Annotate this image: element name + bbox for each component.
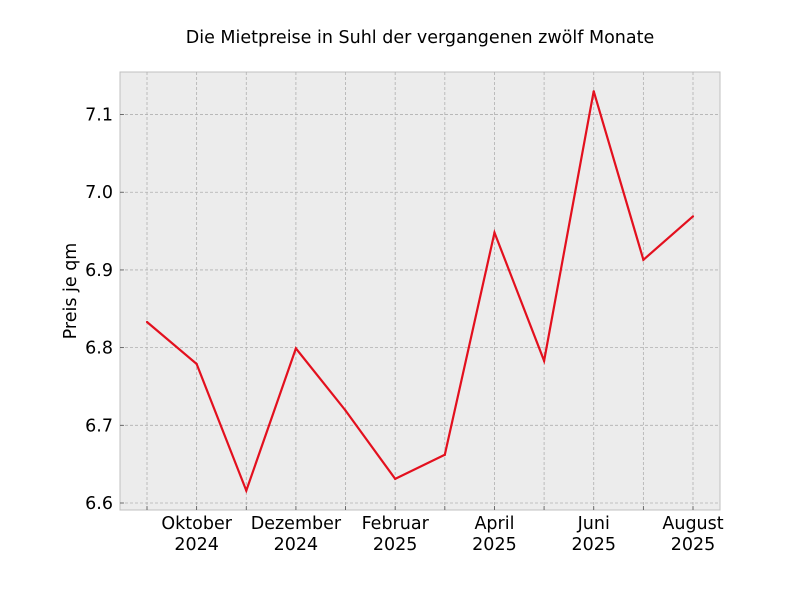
x-tick-label-month: Juni [577,514,610,534]
y-axis: 6.6 6.7 6.8 6.9 7.0 7.1 [85,106,124,514]
data-point [195,362,198,366]
data-point [691,215,695,218]
x-tick-label-year: 2025 [373,535,418,555]
x-tick-label-year: 2025 [671,535,716,555]
x-tick-label-year: 2025 [571,535,616,555]
data-point [493,231,496,234]
data-point [542,359,546,362]
y-tick-label: 6.9 [85,261,113,281]
y-tick-label: 7.0 [85,183,113,203]
data-point [443,453,446,456]
x-tick-label-month: August [662,514,723,534]
x-tick-label-month: Februar [362,514,430,534]
y-tick-label: 6.8 [85,339,113,359]
data-point [245,489,248,492]
x-tick-label-month: Oktober [161,514,232,534]
y-tick-label: 6.7 [85,416,113,436]
x-tick-label-year: 2024 [174,535,219,555]
y-tick-label: 7.1 [85,106,113,126]
data-point [294,347,298,350]
data-point [394,477,397,481]
data-point [344,409,347,412]
series-group [145,90,695,494]
x-axis: Oktober2024Dezember2024Februar2025April2… [146,506,724,555]
x-tick-label-year: 2025 [472,535,517,555]
data-point [642,258,645,261]
x-tick-label-month: April [474,514,514,534]
y-tick-label: 6.6 [85,494,113,514]
chart-title: Die Mietpreise in Suhl der vergangenen z… [186,28,654,48]
grid-lines [120,72,720,510]
y-axis-label: Preis je qm [61,243,81,340]
plot-area [119,71,721,511]
data-point [145,320,149,324]
x-tick-label-month: Dezember [251,514,342,534]
x-tick-label-year: 2024 [274,535,319,555]
series-line [146,90,694,494]
data-point [592,90,595,93]
